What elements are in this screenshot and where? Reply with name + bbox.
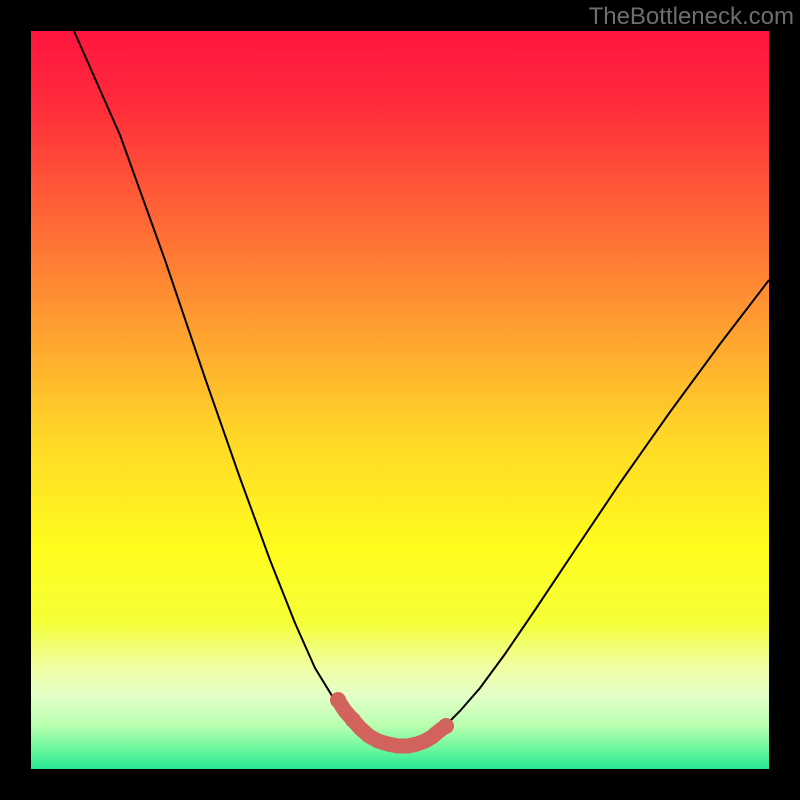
watermark-text: TheBottleneck.com <box>589 3 794 31</box>
bottleneck-chart <box>0 0 800 800</box>
chart-canvas: TheBottleneck.com <box>0 0 800 800</box>
plot-background <box>31 31 769 769</box>
